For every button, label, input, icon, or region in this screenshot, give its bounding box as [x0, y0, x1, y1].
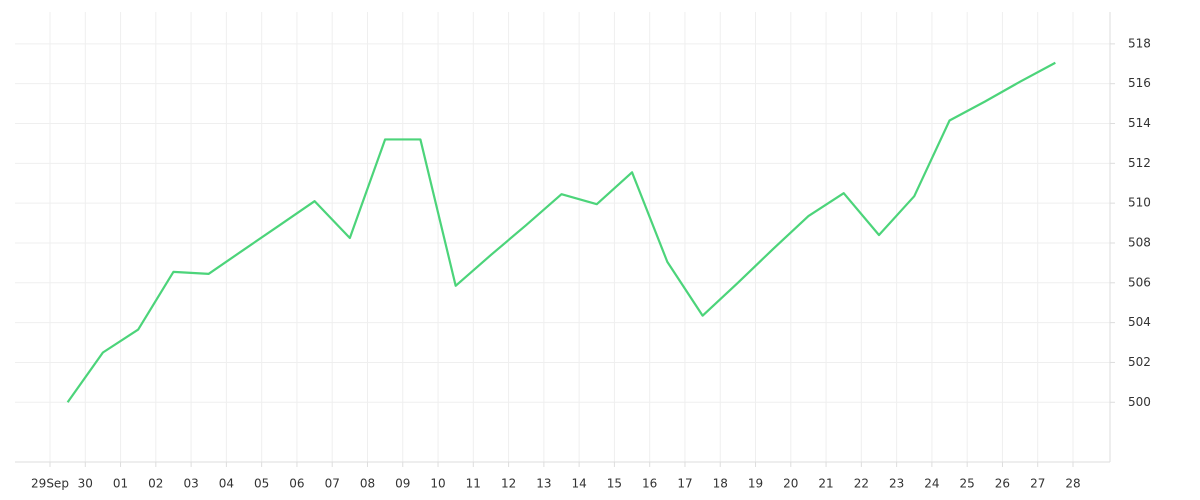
- x-tick-label: 25: [960, 477, 975, 491]
- x-tick-label: 23: [889, 477, 904, 491]
- y-tick-label: 510: [1128, 196, 1151, 210]
- x-tick-label: 15: [607, 477, 622, 491]
- x-tick-label: 21: [818, 477, 833, 491]
- x-tick-label: 08: [360, 477, 375, 491]
- x-tick-label: 01: [113, 477, 128, 491]
- x-tick-label: 14: [571, 477, 586, 491]
- x-tick-label: 05: [254, 477, 269, 491]
- x-tick-label: 19: [748, 477, 763, 491]
- y-tick-label: 512: [1128, 156, 1151, 170]
- y-tick-label: 502: [1128, 355, 1151, 369]
- x-tick-label: 10: [430, 477, 445, 491]
- x-tick-label: 20: [783, 477, 798, 491]
- x-tick-label: 29Sep: [31, 477, 69, 491]
- y-tick-label: 516: [1128, 76, 1151, 90]
- x-tick-label: 07: [325, 477, 340, 491]
- x-tick-label: 22: [854, 477, 869, 491]
- x-tick-label: 18: [713, 477, 728, 491]
- x-tick-label: 27: [1030, 477, 1045, 491]
- x-tick-label: 16: [642, 477, 657, 491]
- y-tick-label: 506: [1128, 275, 1151, 289]
- x-tick-label: 06: [289, 477, 304, 491]
- x-tick-label: 30: [78, 477, 93, 491]
- x-tick-label: 26: [995, 477, 1010, 491]
- data-line: [66, 61, 1056, 403]
- x-tick-label: 17: [677, 477, 692, 491]
- y-tick-label: 518: [1128, 36, 1151, 50]
- y-tick-label: 514: [1128, 116, 1151, 130]
- x-tick-label: 28: [1065, 477, 1080, 491]
- x-tick-label: 04: [219, 477, 234, 491]
- x-tick-label: 12: [501, 477, 516, 491]
- x-tick-label: 24: [924, 477, 939, 491]
- x-tick-label: 13: [536, 477, 551, 491]
- y-tick-label: 508: [1128, 235, 1151, 249]
- x-tick-label: 03: [183, 477, 198, 491]
- x-tick-label: 02: [148, 477, 163, 491]
- y-tick-label: 504: [1128, 315, 1151, 329]
- x-tick-label: 11: [466, 477, 481, 491]
- y-tick-label: 500: [1128, 395, 1151, 409]
- x-tick-label: 09: [395, 477, 410, 491]
